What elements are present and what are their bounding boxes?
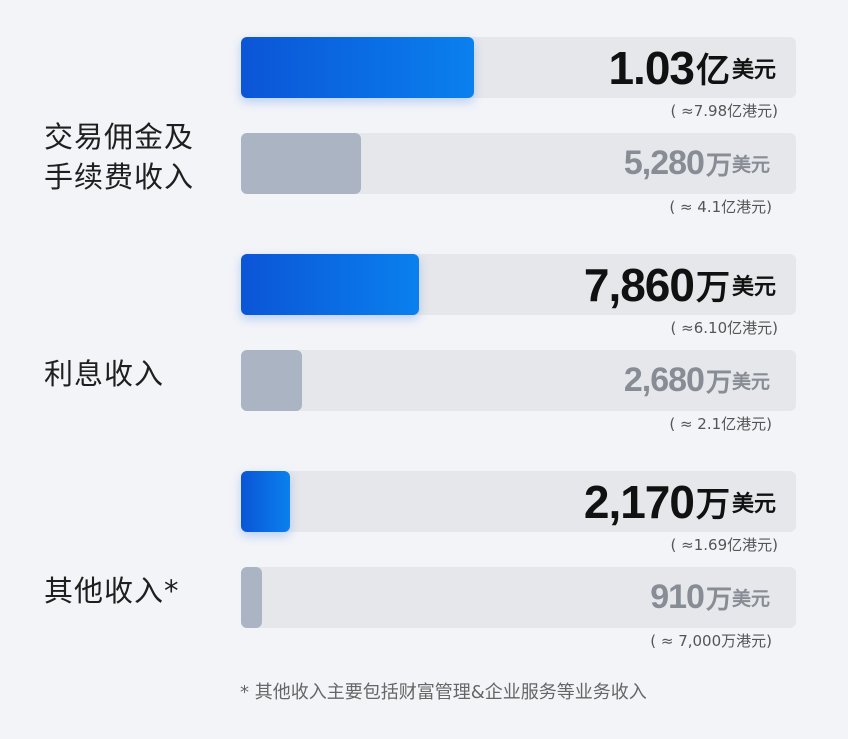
category-label-line: 其他收入*	[44, 574, 180, 608]
value-label: 2,680 万美元	[624, 350, 770, 411]
hkd-conversion-label: ( ≈ 2.1亿港元)	[669, 415, 772, 433]
bar-track: 2,680 万美元	[241, 350, 796, 411]
bar-track: 910 万美元	[241, 567, 796, 628]
value-unit: 美元	[731, 56, 776, 82]
value-num: 910	[650, 578, 705, 616]
category-label-line: 交易佣金及	[44, 120, 195, 154]
value-num: 7,860	[583, 258, 695, 311]
category-label: 其他收入*	[44, 571, 180, 611]
value-mag: 万	[695, 486, 730, 524]
bar	[241, 133, 361, 194]
value-unit: 美元	[731, 589, 770, 610]
value-mag: 亿	[695, 52, 730, 90]
bar-track: 2,170 万美元	[241, 471, 796, 532]
hkd-conversion-label: ( ≈1.69亿港元)	[670, 536, 778, 554]
value-num: 1.03	[608, 41, 695, 94]
value-unit: 美元	[731, 372, 770, 393]
value-mag: 万	[705, 367, 732, 397]
value-mag: 万	[695, 269, 730, 307]
bar	[241, 567, 262, 628]
bar-track: 1.03 亿美元	[241, 37, 796, 98]
value-label: 1.03 亿美元	[608, 37, 776, 98]
value-mag: 万	[705, 584, 732, 614]
bar	[241, 37, 475, 98]
hkd-conversion-label: ( ≈ 7,000万港元)	[650, 632, 772, 650]
value-unit: 美元	[731, 155, 770, 176]
value-num: 5,280	[623, 144, 705, 182]
bar	[241, 471, 291, 532]
value-unit: 美元	[731, 273, 776, 299]
value-label: 7,860 万美元	[584, 254, 776, 315]
bar	[241, 254, 420, 315]
hkd-conversion-label: ( ≈6.10亿港元)	[670, 319, 778, 337]
hkd-conversion-label: ( ≈ 4.1亿港元)	[669, 198, 772, 216]
category-label-line: 利息收入	[44, 357, 165, 391]
footnote: * 其他收入主要包括财富管理&企业服务等业务收入	[240, 682, 647, 703]
category-label-line: 手续费收入	[44, 160, 195, 194]
category-label: 交易佣金及手续费收入	[44, 117, 194, 197]
value-label: 5,280 万美元	[624, 133, 770, 194]
value-num: 2,680	[623, 361, 705, 399]
category-label: 利息收入	[44, 354, 164, 394]
value-label: 2,170 万美元	[584, 471, 776, 532]
bar-track: 5,280 万美元	[241, 133, 796, 194]
bar	[241, 350, 302, 411]
value-mag: 万	[705, 150, 732, 180]
value-num: 2,170	[583, 475, 695, 528]
value-unit: 美元	[731, 490, 776, 516]
hkd-conversion-label: ( ≈7.98亿港元)	[670, 102, 778, 120]
bar-track: 7,860 万美元	[241, 254, 796, 315]
value-label: 910 万美元	[650, 567, 770, 628]
